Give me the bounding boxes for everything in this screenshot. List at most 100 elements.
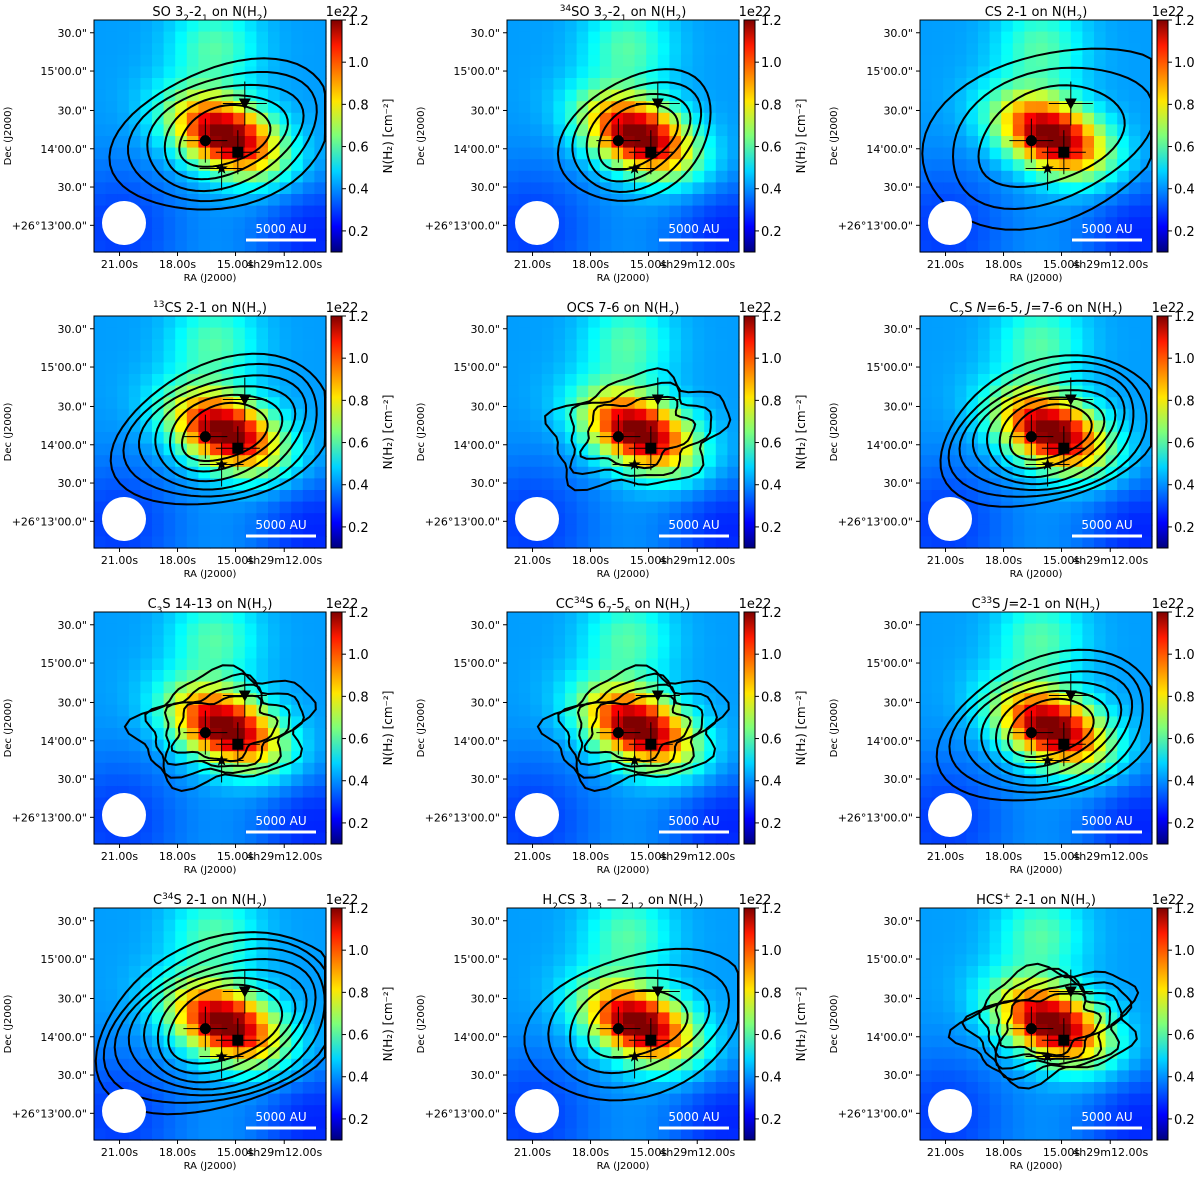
heatmap-pixel — [268, 919, 281, 932]
heatmap-pixel — [576, 919, 589, 932]
heatmap-pixel — [507, 408, 520, 421]
colorbar-label: N(H₂) [cm⁻²] — [794, 99, 808, 174]
heatmap-pixel — [623, 43, 636, 56]
heatmap-pixel — [681, 646, 694, 659]
heatmap-pixel — [94, 316, 107, 329]
heatmap-pixel — [302, 31, 315, 44]
heatmap-pixel — [599, 490, 612, 503]
y-tick-label: 15'00.0" — [40, 65, 87, 78]
x-tick-label: 4h29m12.00s — [246, 850, 322, 863]
heatmap-pixel — [128, 693, 141, 706]
heatmap-pixel — [553, 455, 566, 468]
heatmap-pixel — [105, 635, 118, 648]
heatmap-pixel — [1105, 443, 1118, 456]
heatmap-pixel — [1024, 536, 1037, 549]
heatmap-pixel — [588, 159, 601, 172]
colorbar-multiplier: 1e22 — [326, 5, 359, 20]
heatmap-pixel — [704, 1070, 717, 1083]
heatmap-pixel — [1082, 623, 1095, 636]
heatmap-pixel — [692, 774, 705, 787]
y-tick-label: 30.0" — [57, 323, 87, 336]
heatmap-pixel — [966, 362, 979, 375]
heatmap-pixel — [599, 194, 612, 207]
heatmap-pixel — [623, 466, 636, 479]
heatmap-pixel — [314, 751, 327, 764]
heatmap-pixel — [175, 1000, 188, 1013]
heatmap-pixel — [128, 751, 141, 764]
heatmap-pixel — [117, 774, 130, 787]
heatmap-pixel — [646, 1105, 659, 1118]
x-axis-label: RA (J2000) — [597, 273, 650, 284]
heatmap-pixel — [507, 136, 520, 149]
heatmap-pixel — [966, 455, 979, 468]
heatmap-pixel — [94, 524, 107, 537]
heatmap-pixel — [1001, 240, 1014, 253]
heatmap-pixel — [943, 681, 956, 694]
heatmap-pixel — [646, 374, 659, 387]
heatmap-pixel — [244, 420, 257, 433]
heatmap-pixel — [611, 524, 624, 537]
marker-star — [215, 1050, 228, 1062]
heatmap-pixel — [210, 443, 223, 456]
marker-triangle-down — [1064, 98, 1077, 110]
heatmap-pixel — [186, 112, 199, 125]
heatmap-pixel — [943, 362, 956, 375]
heatmap-pixel — [221, 112, 234, 125]
heatmap-pixel — [163, 646, 176, 659]
contour-line — [122, 362, 318, 498]
heatmap-pixel — [931, 455, 944, 468]
heatmap-pixel — [1117, 739, 1130, 752]
heatmap-pixel — [588, 339, 601, 352]
heatmap-pixel — [634, 501, 647, 514]
heatmap-pixel — [576, 989, 589, 1002]
heatmap-pixel — [117, 78, 130, 91]
heatmap-pixel — [541, 66, 554, 79]
heatmap-pixel — [152, 681, 165, 694]
heatmap-pixel — [599, 536, 612, 549]
heatmap-pixel — [1128, 501, 1141, 514]
heatmap-pixel — [646, 966, 659, 979]
heatmap-pixel — [1070, 536, 1083, 549]
heatmap-pixel — [681, 1070, 694, 1083]
heatmap-pixel — [1070, 228, 1083, 241]
heatmap-pixel — [588, 1000, 601, 1013]
heatmap-pixel — [1047, 420, 1060, 433]
heatmap-pixel — [1105, 124, 1118, 137]
heatmap-pixel — [599, 513, 612, 526]
heatmap-pixel — [553, 240, 566, 253]
heatmap-pixel — [681, 228, 694, 241]
heatmap-pixel — [507, 1116, 520, 1129]
heatmap-pixel — [657, 1035, 670, 1048]
heatmap-pixel — [576, 327, 589, 340]
heatmap-pixel — [291, 194, 304, 207]
heatmap-pixel — [669, 217, 682, 230]
heatmap-pixel — [931, 774, 944, 787]
scalebar-label: 5000 AU — [255, 222, 306, 236]
heatmap-pixel — [94, 78, 107, 91]
heatmap-pixel — [302, 623, 315, 636]
heatmap-pixel — [530, 1047, 543, 1060]
heatmap-pixel — [117, 1058, 130, 1071]
heatmap-pixel — [727, 443, 740, 456]
heatmap-pixel — [1082, 136, 1095, 149]
heatmap-pixel — [1036, 54, 1049, 67]
heatmap-pixel — [1024, 339, 1037, 352]
heatmap-pixel — [244, 612, 257, 625]
heatmap-pixel — [221, 908, 234, 921]
heatmap-pixel — [541, 1035, 554, 1048]
heatmap-pixel — [268, 205, 281, 218]
heatmap-pixel — [1001, 513, 1014, 526]
heatmap-pixel — [727, 612, 740, 625]
colorbar-tick-label: 0.4 — [761, 775, 782, 790]
heatmap-pixel — [978, 112, 991, 125]
heatmap-pixel — [681, 919, 694, 932]
heatmap-pixel — [1036, 147, 1049, 160]
heatmap-pixel — [599, 774, 612, 787]
heatmap-pixel — [128, 774, 141, 787]
heatmap-pixel — [1012, 339, 1025, 352]
heatmap-pixel — [1128, 136, 1141, 149]
heatmap-pixel — [692, 1082, 705, 1095]
heatmap-pixel — [704, 1035, 717, 1048]
heatmap-pixel — [1036, 728, 1049, 741]
heatmap-pixel — [1117, 170, 1130, 183]
